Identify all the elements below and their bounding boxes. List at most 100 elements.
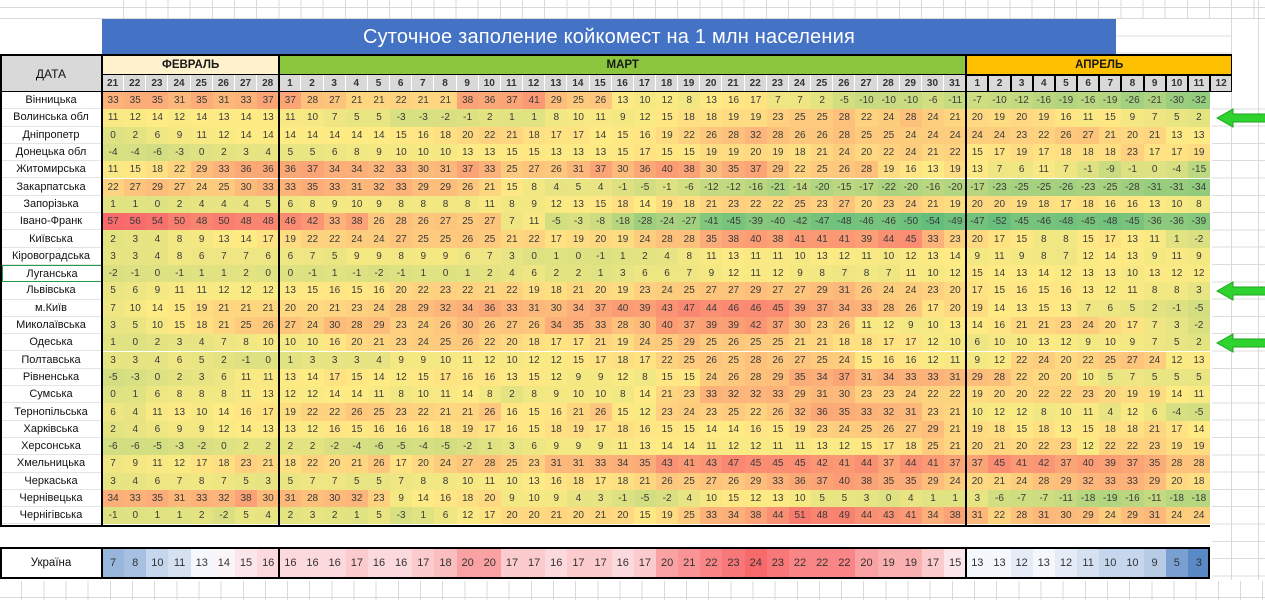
heatmap-cell[interactable]: -5 [1187,403,1210,421]
heatmap-cell[interactable]: 9 [966,351,989,369]
heatmap-cell[interactable]: 49 [833,507,856,525]
heatmap-cell[interactable]: 15 [345,420,368,438]
heatmap-cell[interactable]: 43 [700,455,723,473]
heatmap-cell[interactable]: 15 [611,143,634,162]
heatmap-cell[interactable]: 12 [390,368,413,387]
heatmap-cell[interactable]: 24 [1032,351,1055,369]
heatmap-cell[interactable]: 23 [345,299,368,317]
total-row-cell[interactable]: 10 [1121,547,1144,579]
region-label[interactable]: Вінницька [0,92,102,110]
day-header[interactable]: 5 [367,75,391,92]
total-row-cell[interactable]: 11 [168,547,191,579]
heatmap-cell[interactable]: 24 [1187,507,1210,525]
heatmap-cell[interactable]: 3 [124,230,147,248]
heatmap-cell[interactable]: 33 [589,455,612,473]
heatmap-cell[interactable]: 37 [678,316,701,335]
heatmap-cell[interactable]: 21 [811,334,834,352]
heatmap-cell[interactable]: 26 [478,316,501,335]
heatmap-cell[interactable]: 5 [323,247,346,265]
heatmap-cell[interactable]: 13 [921,247,945,265]
heatmap-cell[interactable]: 31 [567,455,590,473]
day-header[interactable]: 18 [656,75,679,92]
heatmap-cell[interactable]: 9 [1077,334,1100,352]
heatmap-cell[interactable]: 10 [944,334,967,352]
day-header[interactable]: 17 [633,75,656,92]
heatmap-cell[interactable]: 12 [833,438,856,456]
heatmap-cell[interactable]: 15 [1010,420,1033,438]
heatmap-cell[interactable]: 7 [766,92,789,110]
heatmap-cell[interactable]: 1 [1165,230,1188,248]
heatmap-cell[interactable]: 24 [899,143,922,162]
heatmap-cell[interactable]: -1 [1077,161,1100,179]
heatmap-cell[interactable]: 11 [1032,161,1055,179]
heatmap-cell[interactable]: 21 [921,195,945,214]
heatmap-cell[interactable]: 13 [279,282,302,300]
heatmap-cell[interactable]: 29 [412,178,435,196]
heatmap-cell[interactable]: 26 [1054,126,1078,144]
heatmap-cell[interactable]: 23 [1143,438,1166,456]
heatmap-cell[interactable]: 14 [678,438,701,456]
heatmap-cell[interactable]: 26 [811,126,834,144]
heatmap-cell[interactable]: -48 [833,213,856,231]
heatmap-cell[interactable]: 36 [478,299,501,317]
heatmap-cell[interactable]: 17 [190,455,213,473]
heatmap-cell[interactable]: 29 [788,386,812,404]
heatmap-cell[interactable]: -46 [1032,213,1055,231]
heatmap-cell[interactable]: 27 [1077,126,1100,144]
heatmap-cell[interactable]: 45 [744,455,767,473]
heatmap-cell[interactable]: 22 [456,282,479,300]
heatmap-cell[interactable]: 15 [633,507,656,525]
heatmap-cell[interactable]: 14 [988,265,1011,283]
heatmap-cell[interactable]: 13 [1077,265,1100,283]
heatmap-cell[interactable]: 12 [234,282,258,300]
heatmap-cell[interactable]: 16 [545,472,568,490]
heatmap-cell[interactable]: 26 [345,403,368,421]
heatmap-cell[interactable]: 26 [656,472,679,490]
heatmap-cell[interactable]: 11 [766,438,789,456]
heatmap-cell[interactable]: 30 [323,489,346,508]
heatmap-cell[interactable]: 10 [523,489,546,508]
heatmap-cell[interactable]: 2 [545,265,568,283]
heatmap-cell[interactable]: 20 [523,507,546,525]
total-row-cell[interactable]: 14 [212,547,235,579]
heatmap-cell[interactable]: 44 [700,299,723,317]
heatmap-cell[interactable]: 22 [500,282,524,300]
heatmap-cell[interactable]: -45 [1121,213,1144,231]
heatmap-cell[interactable]: 11 [988,247,1011,265]
heatmap-cell[interactable]: 41 [833,230,856,248]
heatmap-cell[interactable]: 6 [102,403,125,421]
heatmap-cell[interactable]: 13 [811,438,834,456]
heatmap-cell[interactable]: 31 [523,299,546,317]
heatmap-cell[interactable]: 35 [146,489,169,508]
heatmap-cell[interactable]: 10 [390,143,413,162]
heatmap-cell[interactable]: 28 [1187,455,1210,473]
heatmap-cell[interactable]: 10 [345,195,368,214]
heatmap-cell[interactable]: 8 [345,143,368,162]
heatmap-cell[interactable]: 18 [456,489,479,508]
heatmap-cell[interactable]: 12 [1099,282,1122,300]
heatmap-cell[interactable]: 9 [545,489,568,508]
heatmap-cell[interactable]: 9 [899,316,922,335]
heatmap-cell[interactable]: 16 [545,403,568,421]
heatmap-cell[interactable]: 1 [212,265,235,283]
heatmap-cell[interactable]: 14 [367,126,391,144]
heatmap-cell[interactable]: 28 [478,455,501,473]
heatmap-cell[interactable]: 13 [567,195,590,214]
heatmap-cell[interactable]: 13 [1187,351,1210,369]
heatmap-cell[interactable]: 42 [811,455,834,473]
heatmap-cell[interactable]: 10 [301,334,324,352]
heatmap-cell[interactable]: 10 [1054,403,1078,421]
heatmap-cell[interactable]: 13 [1010,299,1033,317]
heatmap-cell[interactable]: 2 [633,247,656,265]
heatmap-cell[interactable]: 11 [367,386,391,404]
heatmap-cell[interactable]: 22 [744,195,767,214]
heatmap-cell[interactable]: 35 [700,230,723,248]
heatmap-cell[interactable]: 7 [478,247,501,265]
heatmap-cell[interactable]: -10 [988,92,1011,110]
heatmap-cell[interactable]: 32 [345,489,368,508]
heatmap-cell[interactable]: 34 [456,299,479,317]
heatmap-cell[interactable]: 16 [367,420,391,438]
heatmap-cell[interactable]: 3 [124,351,147,369]
total-row-cell[interactable]: 17 [633,547,656,579]
heatmap-cell[interactable]: -6 [988,489,1011,508]
